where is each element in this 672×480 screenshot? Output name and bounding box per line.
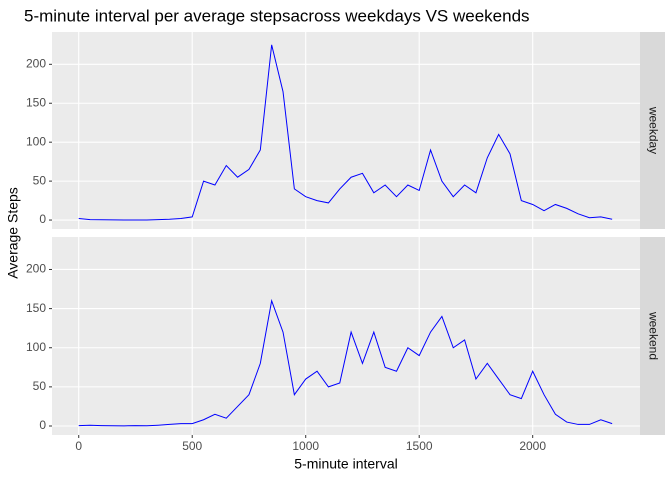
- y-axis-label: Average Steps: [5, 187, 21, 279]
- y-tick-label: 100: [26, 134, 46, 148]
- y-tick-label: 200: [26, 262, 46, 276]
- y-tick-label: 50: [33, 379, 47, 393]
- strip-label: weekday: [646, 106, 660, 154]
- panel-background: [52, 32, 640, 229]
- y-tick-label: 0: [39, 418, 46, 432]
- y-tick-label: 50: [33, 173, 47, 187]
- x-tick-label: 2000: [519, 439, 546, 453]
- x-tick-label: 1000: [292, 439, 319, 453]
- y-tick-label: 150: [26, 301, 46, 315]
- strip: [640, 237, 665, 435]
- y-tick-label: 150: [26, 95, 46, 109]
- x-tick-label: 500: [182, 439, 202, 453]
- chart-title: 5-minute interval per average stepsacros…: [24, 6, 530, 25]
- strip: [640, 32, 665, 229]
- x-axis-label: 5-minute interval: [294, 456, 398, 472]
- x-tick-label: 0: [75, 439, 82, 453]
- x-tick-label: 1500: [406, 439, 433, 453]
- y-tick-label: 100: [26, 340, 46, 354]
- data-line: [78, 44, 613, 221]
- y-tick-label: 0: [39, 212, 46, 226]
- panel-background: [52, 237, 640, 435]
- strip-label: weekend: [646, 311, 660, 360]
- y-tick-label: 200: [26, 56, 46, 70]
- data-line: [78, 298, 613, 427]
